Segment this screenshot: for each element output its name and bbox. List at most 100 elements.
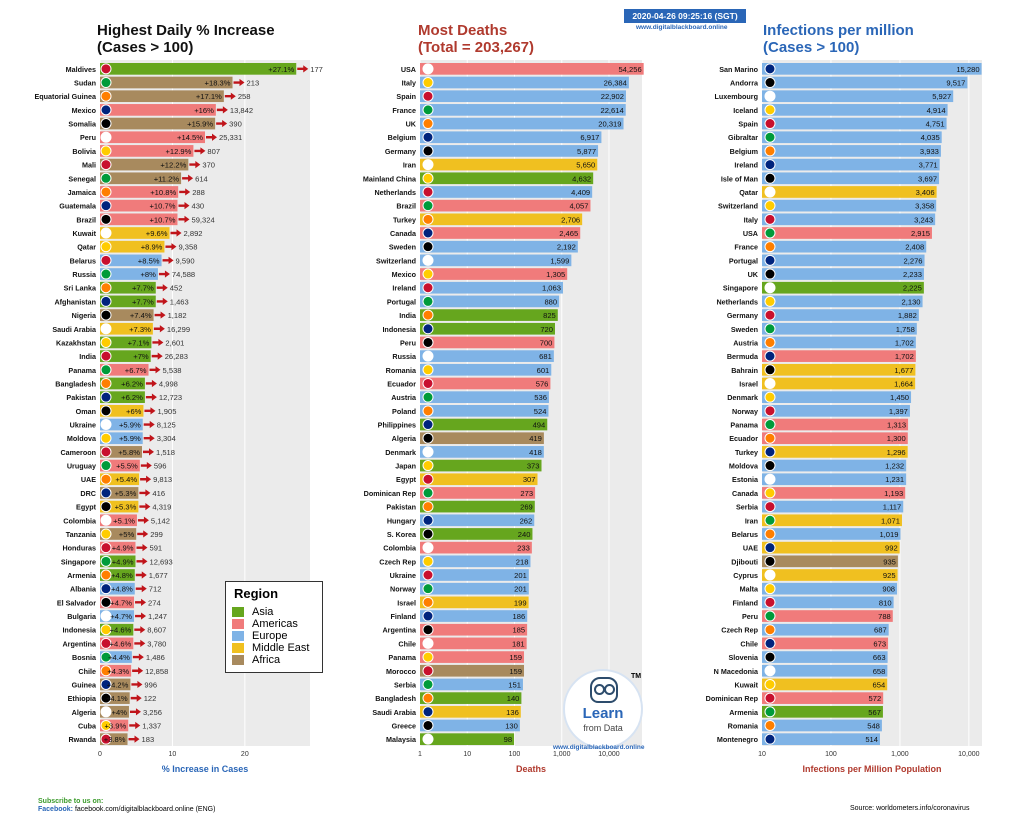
chart3-category-label: Estonia — [732, 475, 759, 484]
logo-url[interactable]: www.digitalblackboard.online — [553, 744, 645, 751]
chart1-bar — [100, 309, 154, 321]
flag-icon — [422, 405, 434, 417]
chart2-value-label: 601 — [537, 366, 550, 375]
chart2-bar — [420, 582, 529, 595]
chart3-value-label: 935 — [883, 557, 896, 566]
flag-icon — [100, 665, 112, 677]
flag-icon — [100, 309, 112, 321]
chart1-category-label: Kuwait — [72, 229, 96, 238]
arrow-icon — [143, 420, 155, 429]
chart1-value-label: +6% — [126, 407, 142, 416]
chart3-value-label: 687 — [874, 626, 887, 635]
chart2-value-label: 880 — [544, 297, 557, 306]
chart2-category-label: Israel — [397, 598, 416, 607]
chart2-bar — [420, 186, 593, 198]
chart1-category-label: Jamaica — [68, 188, 97, 197]
chart3-category-label: UK — [748, 270, 759, 279]
chart1-new-cases-label: 12,723 — [159, 393, 182, 402]
arrow-icon — [145, 379, 157, 388]
arrow-icon — [130, 694, 142, 702]
arrow-icon — [135, 598, 147, 606]
chart2-bar — [420, 637, 527, 650]
chart2-category-label: Belgium — [388, 133, 416, 142]
chart2-bar — [420, 569, 529, 581]
chart1-new-cases-label: 452 — [170, 284, 183, 293]
chart1-title: Highest Daily % Increase (Cases > 100) — [97, 22, 275, 56]
chart3-bar — [762, 213, 936, 226]
chart2-bar — [420, 692, 522, 704]
flag-icon — [100, 651, 112, 663]
arrow-icon — [143, 434, 155, 442]
flag-icon — [100, 514, 112, 526]
flag-icon — [422, 159, 434, 171]
chart1-category-label: Cameroon — [60, 448, 96, 457]
flag-icon — [100, 419, 112, 431]
chart3-bar — [762, 131, 942, 144]
chart3-value-label: 514 — [865, 735, 878, 744]
chart3-bar — [762, 117, 947, 130]
footer-subscribe: Subscribe to us on: — [38, 798, 104, 805]
chart1-bar — [100, 514, 137, 527]
chart3-value-label: 1,677 — [894, 366, 913, 375]
arrow-icon — [134, 626, 146, 634]
site-url[interactable]: www.digitalblackboard.online — [636, 24, 728, 31]
arrow-icon — [143, 448, 154, 456]
chart2-bar — [420, 350, 554, 362]
chart2-category-label: Netherlands — [374, 188, 416, 197]
arrow-icon — [162, 256, 174, 264]
chart2-value-label: 201 — [514, 585, 527, 594]
chart1-category-label: Bolivia — [72, 147, 97, 156]
chart1-value-label: +3.9% — [104, 721, 126, 730]
chart3-category-label: Finland — [732, 598, 758, 607]
flag-icon — [422, 555, 434, 567]
chart1-bar — [100, 76, 233, 89]
chart1-category-label: Bulgaria — [67, 612, 97, 621]
chart1-category-label: Guatemala — [59, 202, 97, 211]
flag-icon — [764, 336, 776, 348]
chart1-value-label: +4.2% — [107, 680, 129, 689]
chart1-new-cases-label: 274 — [148, 598, 161, 607]
chart3-value-label: 3,406 — [916, 188, 935, 197]
chart3-value-label: 2,233 — [903, 270, 922, 279]
chart2-bar — [420, 76, 629, 89]
flag-icon — [422, 309, 434, 321]
chart2-category-label: Bangladesh — [375, 694, 416, 703]
chart1-new-cases-label: 1,182 — [168, 311, 187, 320]
chart3-category-label: Armenia — [729, 708, 759, 717]
chart2-value-label: 1,305 — [546, 270, 565, 279]
chart1-bar — [100, 719, 129, 732]
arrow-icon — [135, 571, 147, 579]
chart3-category-label: Serbia — [736, 503, 759, 512]
chart1-value-label: +4.6% — [110, 639, 132, 648]
footer-facebook[interactable]: Facebook: facebook.com/digitalblackboard… — [38, 806, 216, 813]
chart3-category-label: Iceland — [733, 106, 758, 115]
flag-icon — [422, 186, 434, 198]
chart2-value-label: 26,384 — [604, 79, 627, 88]
chart3-category-label: Slovenia — [728, 653, 759, 662]
flag-icon — [100, 241, 112, 253]
chart1-category-label: Guinea — [72, 680, 97, 689]
chart3-value-label: 2,225 — [903, 284, 922, 293]
chart3-category-label: Chile — [740, 639, 758, 648]
chart1-bar — [100, 637, 134, 650]
chart3-bar — [762, 363, 916, 376]
chart2-category-label: Sweden — [389, 243, 416, 252]
chart1-value-label: +4.6% — [110, 626, 132, 635]
flag-icon — [100, 323, 112, 335]
arrow-icon — [136, 544, 148, 552]
arrow-icon — [165, 243, 177, 251]
chart3-tick-label: 10 — [758, 751, 766, 758]
chart1-value-label: +6.2% — [121, 379, 143, 388]
chart2-bar — [420, 377, 551, 390]
chart1-category-label: Russia — [72, 270, 97, 279]
flag-icon — [422, 624, 434, 636]
chart3-value-label: 1,882 — [898, 311, 917, 320]
chart3-category-label: Netherlands — [716, 297, 758, 306]
chart1-bar — [100, 432, 143, 445]
chart2-bar — [420, 473, 538, 486]
chart2-value-label: 181 — [512, 639, 525, 648]
flag-icon — [764, 241, 776, 253]
chart1-bar — [100, 350, 151, 362]
chart3-value-label: 1,702 — [895, 338, 914, 347]
chart2-bar — [420, 295, 560, 308]
